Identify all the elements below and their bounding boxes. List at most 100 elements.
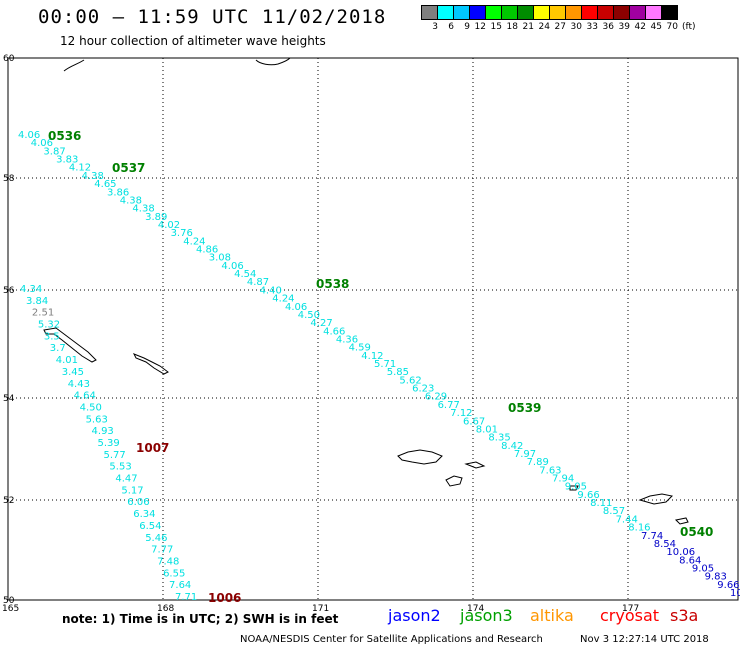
wave-height-value: 7.48 — [157, 556, 179, 567]
wave-height-value: 9.05 — [692, 563, 714, 574]
wave-height-value: 9.05 — [565, 482, 587, 493]
wave-height-value: 3.83 — [56, 155, 78, 166]
map-frame — [7, 57, 739, 601]
wave-height-value: 6.77 — [438, 400, 460, 411]
wave-height-value: 4.54 — [234, 269, 256, 280]
wave-height-value: 5.46 — [145, 533, 167, 544]
wave-height-value: 4.87 — [247, 277, 269, 288]
wave-height-value: 5.63 — [86, 414, 108, 425]
wave-height-value: 3.86 — [107, 187, 129, 198]
colorbar-label: 15 — [490, 22, 502, 32]
wave-height-value: 6.06 — [127, 497, 149, 508]
legend-altika: altika — [530, 606, 574, 625]
latitude-tick-label: 52 — [3, 496, 14, 506]
wave-height-value: 5.39 — [98, 438, 120, 449]
longitude-tick-label: 174 — [467, 604, 484, 614]
wave-height-value: 4.24 — [183, 236, 205, 247]
longitude-tick-label: 168 — [157, 604, 174, 614]
wave-height-value: 5.62 — [399, 375, 421, 386]
wave-height-value: 4.06 — [18, 130, 40, 141]
wave-height-value: 8.11 — [590, 498, 612, 509]
wave-height-value: 4.01 — [56, 355, 78, 366]
wave-height-value: 10 — [730, 588, 740, 599]
wave-height-value: 7.71 — [175, 592, 197, 603]
wave-height-value: 7.64 — [169, 580, 191, 591]
wave-height-value: 7.89 — [527, 457, 549, 468]
wave-height-value: 4.50 — [80, 402, 102, 413]
credit-line: NOAA/NESDIS Center for Satellite Applica… — [240, 634, 543, 645]
legend-jason2: jason2 — [388, 606, 441, 625]
footer-note: note: 1) Time is in UTC; 2) SWH is in fe… — [62, 612, 339, 626]
latitude-tick-label: 56 — [3, 286, 15, 296]
wave-height-value: 3.45 — [62, 367, 84, 378]
wave-height-value: 7.94 — [552, 474, 574, 485]
track-b-values: 4.343.842.515.323.53.74.013.454.434.644.… — [20, 284, 197, 603]
wave-height-value: 6.29 — [425, 392, 447, 403]
wave-height-value: 9.83 — [705, 572, 727, 583]
map-subtitle: 12 hour collection of altimeter wave hei… — [60, 34, 326, 48]
wave-height-value: 10.06 — [666, 547, 695, 558]
wave-height-value: 8.35 — [488, 433, 510, 444]
wave-height-value: 5.32 — [38, 320, 60, 331]
colorbar-label: 36 — [602, 22, 614, 32]
wave-height-value: 4.34 — [20, 284, 42, 295]
pass-time-label: 0540 — [680, 525, 713, 539]
wave-height-value: 5.71 — [374, 359, 396, 370]
legend-jason3: jason3 — [460, 606, 513, 625]
legend-cryosat: cryosat — [600, 606, 660, 625]
colorbar-label: 27 — [554, 22, 566, 32]
wave-height-value: 4.66 — [323, 326, 345, 337]
colorbar-label: 9 — [464, 22, 470, 32]
wave-height-value: 8.42 — [501, 441, 523, 452]
pass-time-label: 1006 — [208, 591, 241, 605]
wave-height-value: 9.66 — [717, 580, 739, 591]
wave-height-value: 4.40 — [260, 285, 282, 296]
pass-time-label: 0539 — [508, 401, 541, 415]
colorbar-label: 21 — [522, 22, 534, 32]
colorbar-label: 45 — [650, 22, 662, 32]
wave-height-value: 5.85 — [387, 367, 409, 378]
colorbar-label: 6 — [448, 22, 454, 32]
colorbar-unit: (ft) — [682, 22, 696, 32]
wave-height-value: 4.47 — [115, 474, 137, 485]
wave-height-value: 3.87 — [43, 146, 65, 157]
wave-height-value: 8.01 — [476, 424, 498, 435]
wave-height-value: 3.7 — [50, 343, 66, 354]
wave-height-value: 4.59 — [349, 343, 371, 354]
colorbar-label: 12 — [474, 22, 486, 32]
colorbar-label: 70 — [666, 22, 678, 32]
latitude-tick-label: 58 — [3, 174, 15, 184]
graticule — [8, 58, 738, 600]
colorbar-labels: 3 6 9 12 15 18 21 24 27 30 33 36 39 42 45 70 (ft) — [422, 22, 696, 32]
wave-height-value: 4.65 — [94, 179, 116, 190]
wave-height-value: 4.12 — [69, 163, 91, 174]
wave-height-value: 4.38 — [82, 171, 104, 182]
legend-s3a: s3a — [670, 606, 699, 625]
wave-height-value: 4.38 — [120, 195, 142, 206]
wave-height-value: 5.53 — [109, 462, 131, 473]
track-a-values: 4.064.063.873.834.124.384.653.864.384.38… — [18, 130, 740, 599]
wave-height-value: 9.66 — [577, 490, 599, 501]
wave-height-value: 4.06 — [31, 138, 53, 149]
wave-height-value: 4.64 — [74, 391, 96, 402]
pass-time-label: 0536 — [48, 129, 81, 143]
wave-height-value: 4.86 — [196, 245, 218, 256]
wave-height-value: 6.23 — [412, 384, 434, 395]
wave-height-value: 8.54 — [654, 539, 676, 550]
wave-height-value: 5.77 — [103, 450, 125, 461]
pass-time-label: 1007 — [136, 441, 169, 455]
credit-timestamp: Nov 3 12:27:14 UTC 2018 — [580, 634, 709, 645]
colorbar-label: 39 — [618, 22, 630, 32]
wave-height-value: 7.63 — [539, 465, 561, 476]
wave-height-value: 3.08 — [209, 253, 231, 264]
colorbar-label: 24 — [538, 22, 550, 32]
wave-height-value: 4.36 — [336, 334, 358, 345]
colorbar-label: 18 — [506, 22, 518, 32]
wave-height-value: 8.64 — [679, 555, 701, 566]
longitude-tick-label: 171 — [312, 604, 329, 614]
wave-height-value: 4.50 — [298, 310, 320, 321]
colorbar-label: 30 — [570, 22, 582, 32]
wave-height-value: 4.27 — [310, 318, 332, 329]
